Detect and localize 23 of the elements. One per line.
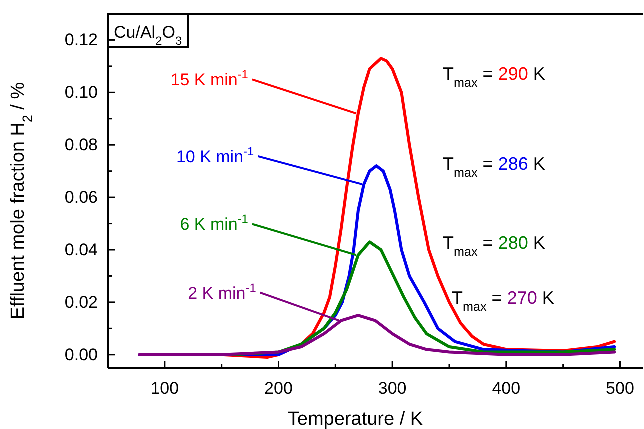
annotation: T$_{max}$ = 270 K [452, 288, 554, 314]
text: 6 K min$^{-1}$ [180, 212, 249, 234]
y-tick-label: 0.12 [64, 30, 98, 50]
text: 10 K min$^{-1}$ [176, 144, 254, 166]
annotation: T$_{max}$ = 286 K [443, 154, 546, 180]
x-tick-label: 400 [492, 379, 521, 398]
x-tick-label: 100 [150, 379, 180, 398]
line-series [138, 314, 616, 356]
x-axis-title: Temperature / K [288, 409, 424, 429]
annotation: T$_{max}$ = 290 K [443, 64, 546, 90]
y-tick-label: 0.08 [64, 136, 98, 155]
annotation: T$_{max}$ = 280 K [443, 233, 546, 259]
text: 15 K min$^{-1}$ [170, 68, 249, 90]
x-tick-label: 200 [264, 379, 293, 398]
y-tick-label: 0.06 [64, 188, 98, 207]
x-tick-label: 500 [606, 379, 634, 398]
y-tick-label: 0.04 [64, 240, 98, 260]
y-tick-label: 0.02 [64, 292, 98, 312]
text: 2 K min$^{-1}$ [188, 280, 257, 303]
annotation: Cu/Al$_{2}$O$_{3}$ [114, 23, 182, 48]
y-tick-label: 0.10 [64, 83, 98, 102]
x-tick-label: 300 [378, 379, 407, 398]
y-tick-label: 0.00 [64, 345, 98, 364]
